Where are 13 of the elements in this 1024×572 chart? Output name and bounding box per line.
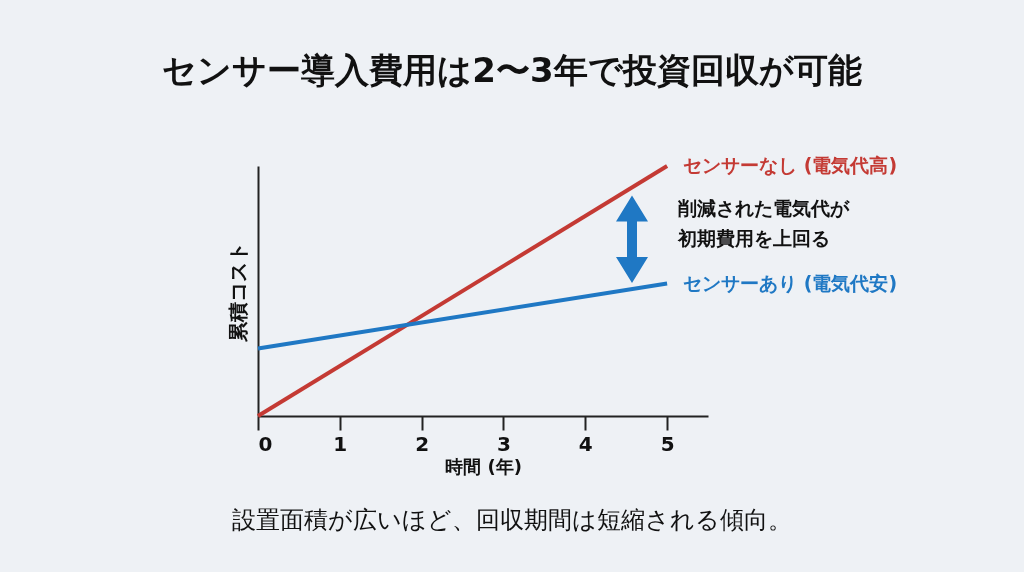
x-tick-label: 5 — [660, 431, 675, 456]
text: 設置面積が広いほど、回収期間は短縮される傾向。 — [231, 505, 793, 536]
x-tick-label: 4 — [578, 431, 593, 456]
x-tick-label: 0 — [258, 431, 273, 456]
x-axis-title: 時間 (年) — [445, 455, 522, 477]
y-axis-title: 累積コスト — [225, 241, 250, 343]
x-tick-label: 2 — [415, 431, 430, 456]
x-tick-label: 1 — [333, 431, 348, 456]
series-label: センサーなし (電気代高) — [683, 154, 898, 176]
chart-title: センサー導入費用は2〜3年で投資回収が可能 — [161, 49, 863, 92]
annotation: 削減された電気代が初期費用を上回る — [678, 196, 851, 251]
x-tick-label: 3 — [496, 431, 511, 456]
series-label: センサーあり (電気代安) — [683, 271, 898, 294]
